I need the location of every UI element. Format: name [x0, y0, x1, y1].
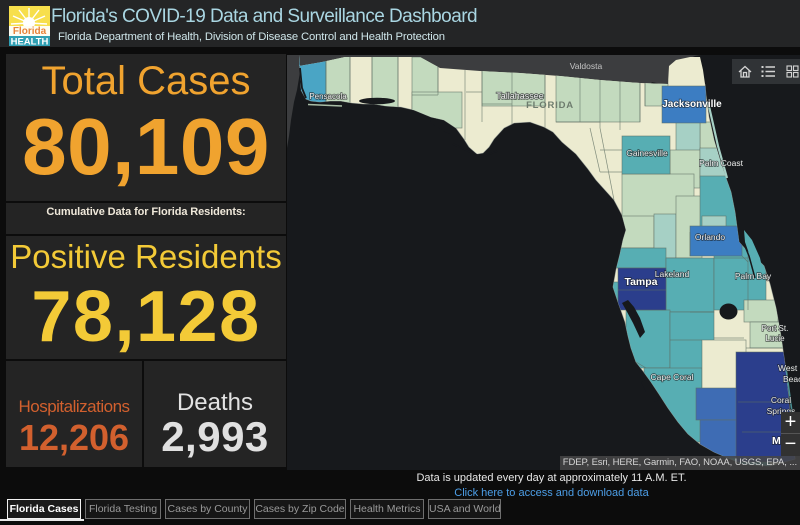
svg-text:Palm Bay: Palm Bay	[735, 271, 772, 281]
svg-text:Lakeland: Lakeland	[655, 269, 690, 279]
svg-text:Florida: Florida	[13, 26, 47, 37]
svg-text:Beach: Beach	[783, 374, 800, 384]
svg-text:Port St.: Port St.	[762, 324, 789, 333]
svg-text:Lucie: Lucie	[765, 334, 785, 343]
svg-text:Pensacola: Pensacola	[309, 92, 347, 101]
svg-text:FLORIDA: FLORIDA	[526, 100, 574, 111]
svg-text:Valdosta: Valdosta	[570, 61, 603, 71]
svg-text:Jacksonville: Jacksonville	[662, 99, 722, 110]
svg-text:Tallahassee: Tallahassee	[496, 91, 544, 101]
svg-text:Cape Coral: Cape Coral	[651, 372, 694, 382]
svg-text:Coral: Coral	[771, 395, 791, 405]
svg-text:HEALTH: HEALTH	[11, 37, 49, 47]
svg-text:Tampa: Tampa	[624, 276, 657, 288]
svg-text:West Palm: West Palm	[778, 363, 800, 373]
svg-text:Springs: Springs	[767, 406, 796, 416]
svg-text:Gainesville: Gainesville	[626, 148, 668, 158]
svg-text:Orlando: Orlando	[695, 232, 726, 242]
svg-text:Palm Coast: Palm Coast	[699, 158, 744, 168]
